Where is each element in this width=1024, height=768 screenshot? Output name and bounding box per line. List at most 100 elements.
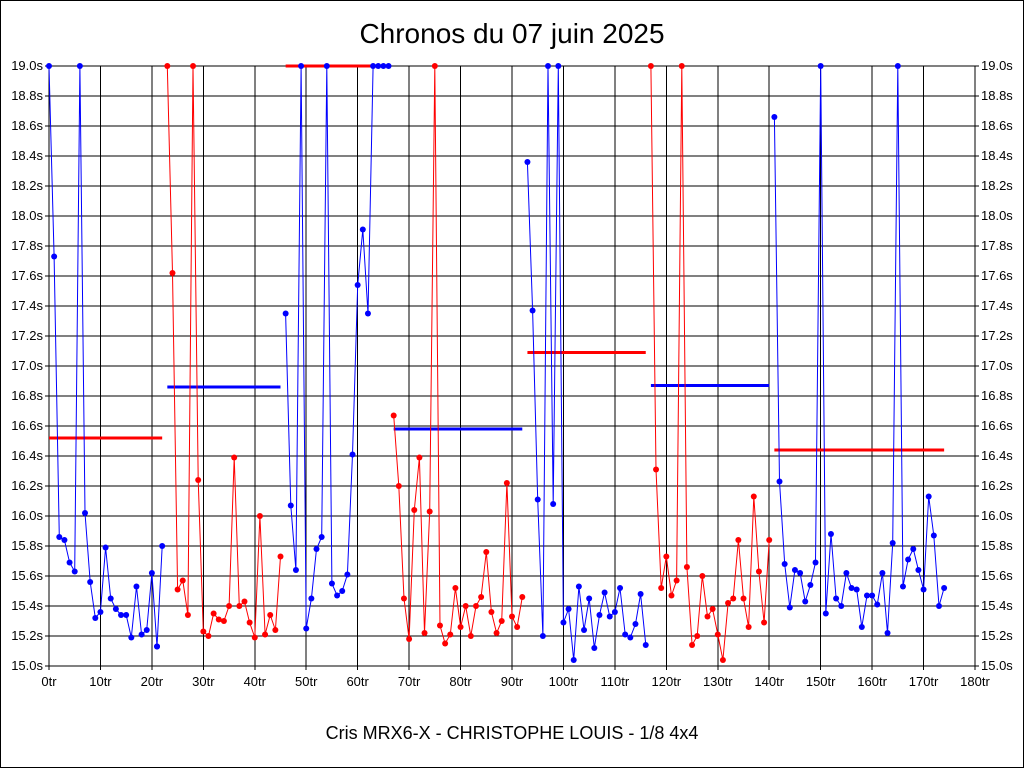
lap-point bbox=[812, 559, 819, 566]
lap-point bbox=[889, 540, 896, 546]
y-tick-label: 15.4s bbox=[11, 598, 43, 613]
lap-point bbox=[894, 63, 901, 69]
lap-point bbox=[262, 631, 269, 638]
lap-point bbox=[807, 582, 814, 588]
lap-point bbox=[426, 508, 433, 515]
lap-point bbox=[169, 270, 176, 276]
y-tick-label: 16.4s bbox=[11, 448, 43, 463]
lap-point bbox=[493, 630, 500, 636]
lap-point bbox=[869, 592, 876, 599]
driver-label: Cris MRX6-X - CHRISTOPHE LOUIS - 1/8 4x4 bbox=[325, 723, 699, 743]
lap-point bbox=[539, 633, 546, 639]
y-tick-label-right: 16.8s bbox=[981, 388, 1013, 403]
lap-point bbox=[694, 633, 701, 639]
lap-point bbox=[905, 556, 912, 563]
lap-point bbox=[668, 592, 675, 599]
lap-point bbox=[282, 310, 289, 317]
y-tick-label-right: 17.6s bbox=[981, 268, 1013, 283]
lap-point bbox=[509, 613, 515, 620]
lap-point bbox=[802, 598, 809, 605]
lap-point bbox=[529, 307, 536, 314]
y-tick-label-right: 15.6s bbox=[981, 568, 1013, 583]
y-tick-label: 17.8s bbox=[11, 238, 43, 253]
x-tick-label: 90tr bbox=[501, 674, 524, 689]
lap-point bbox=[699, 573, 706, 579]
lap-point bbox=[246, 619, 253, 626]
lap-point bbox=[452, 585, 459, 591]
y-tick-label-right: 17.8s bbox=[981, 238, 1013, 253]
lap-point bbox=[241, 598, 248, 605]
y-tick-label-right: 15.2s bbox=[981, 628, 1013, 643]
x-tick-label: 170tr bbox=[909, 674, 939, 689]
series-line bbox=[393, 65, 523, 645]
lap-point bbox=[421, 630, 428, 636]
series-line bbox=[48, 65, 158, 647]
lap-point bbox=[843, 570, 850, 576]
lap-point bbox=[395, 483, 402, 489]
lap-point bbox=[730, 595, 737, 602]
lap-point bbox=[447, 631, 454, 638]
x-tick-label: 100tr bbox=[549, 674, 579, 689]
lap-point bbox=[308, 595, 315, 602]
x-tick-label: 110tr bbox=[601, 674, 630, 689]
lap-point bbox=[683, 564, 690, 570]
series-line bbox=[156, 545, 163, 647]
y-tick-label: 18.2s bbox=[11, 178, 43, 193]
y-tick-label: 15.2s bbox=[11, 628, 43, 643]
lap-point bbox=[663, 553, 670, 560]
lap-point bbox=[776, 478, 783, 485]
lap-point bbox=[755, 568, 762, 575]
x-tick-label: 10tr bbox=[89, 674, 112, 689]
lap-point bbox=[483, 549, 490, 555]
lap-point bbox=[647, 63, 654, 69]
lap-point bbox=[791, 567, 798, 573]
lap-point bbox=[313, 546, 320, 552]
y-tick-label-right: 16.2s bbox=[981, 478, 1013, 493]
lap-point bbox=[797, 570, 804, 576]
lap-point bbox=[622, 631, 629, 638]
lap-point bbox=[97, 609, 104, 615]
lap-point bbox=[771, 114, 778, 120]
x-tick-label: 130tr bbox=[703, 674, 733, 689]
lap-point bbox=[112, 606, 119, 612]
lap-point bbox=[406, 636, 413, 642]
y-tick-label-right: 19.0s bbox=[981, 58, 1013, 73]
lap-point bbox=[786, 604, 793, 611]
lap-point bbox=[133, 583, 140, 590]
series-line bbox=[166, 65, 281, 638]
y-tick-label: 18.4s bbox=[11, 148, 43, 163]
lap-point bbox=[292, 567, 299, 573]
lap-point bbox=[205, 633, 212, 639]
x-tick-label: 20tr bbox=[141, 674, 164, 689]
y-tick-label-right: 17.0s bbox=[981, 358, 1013, 373]
lap-point bbox=[498, 618, 505, 624]
lap-point bbox=[673, 577, 680, 584]
lap-point bbox=[915, 567, 922, 573]
lap-point bbox=[611, 609, 618, 615]
lap-point bbox=[709, 606, 716, 612]
y-tick-label: 18.8s bbox=[11, 88, 43, 103]
lap-point bbox=[689, 642, 696, 648]
lap-point bbox=[107, 595, 114, 602]
lap-point bbox=[272, 627, 279, 633]
lap-point bbox=[586, 595, 593, 602]
x-tick-label: 60tr bbox=[346, 674, 369, 689]
y-tick-label: 19.0s bbox=[11, 58, 43, 73]
lap-point bbox=[941, 585, 948, 591]
lap-point bbox=[56, 534, 63, 540]
y-tick-label-right: 15.4s bbox=[981, 598, 1013, 613]
lap-point bbox=[76, 63, 83, 69]
y-tick-label: 17.2s bbox=[11, 328, 43, 343]
lap-point bbox=[164, 63, 171, 69]
y-tick-label: 16.6s bbox=[11, 418, 43, 433]
lap-point bbox=[930, 532, 937, 539]
y-tick-label-right: 15.8s bbox=[981, 538, 1013, 553]
lap-point bbox=[627, 634, 634, 641]
lap-point bbox=[226, 603, 233, 609]
y-tick-label: 15.8s bbox=[11, 538, 43, 553]
y-tick-label-right: 18.0s bbox=[981, 208, 1013, 223]
lap-point bbox=[596, 612, 603, 618]
lap-point bbox=[601, 589, 608, 596]
x-tick-label: 160tr bbox=[857, 674, 887, 689]
